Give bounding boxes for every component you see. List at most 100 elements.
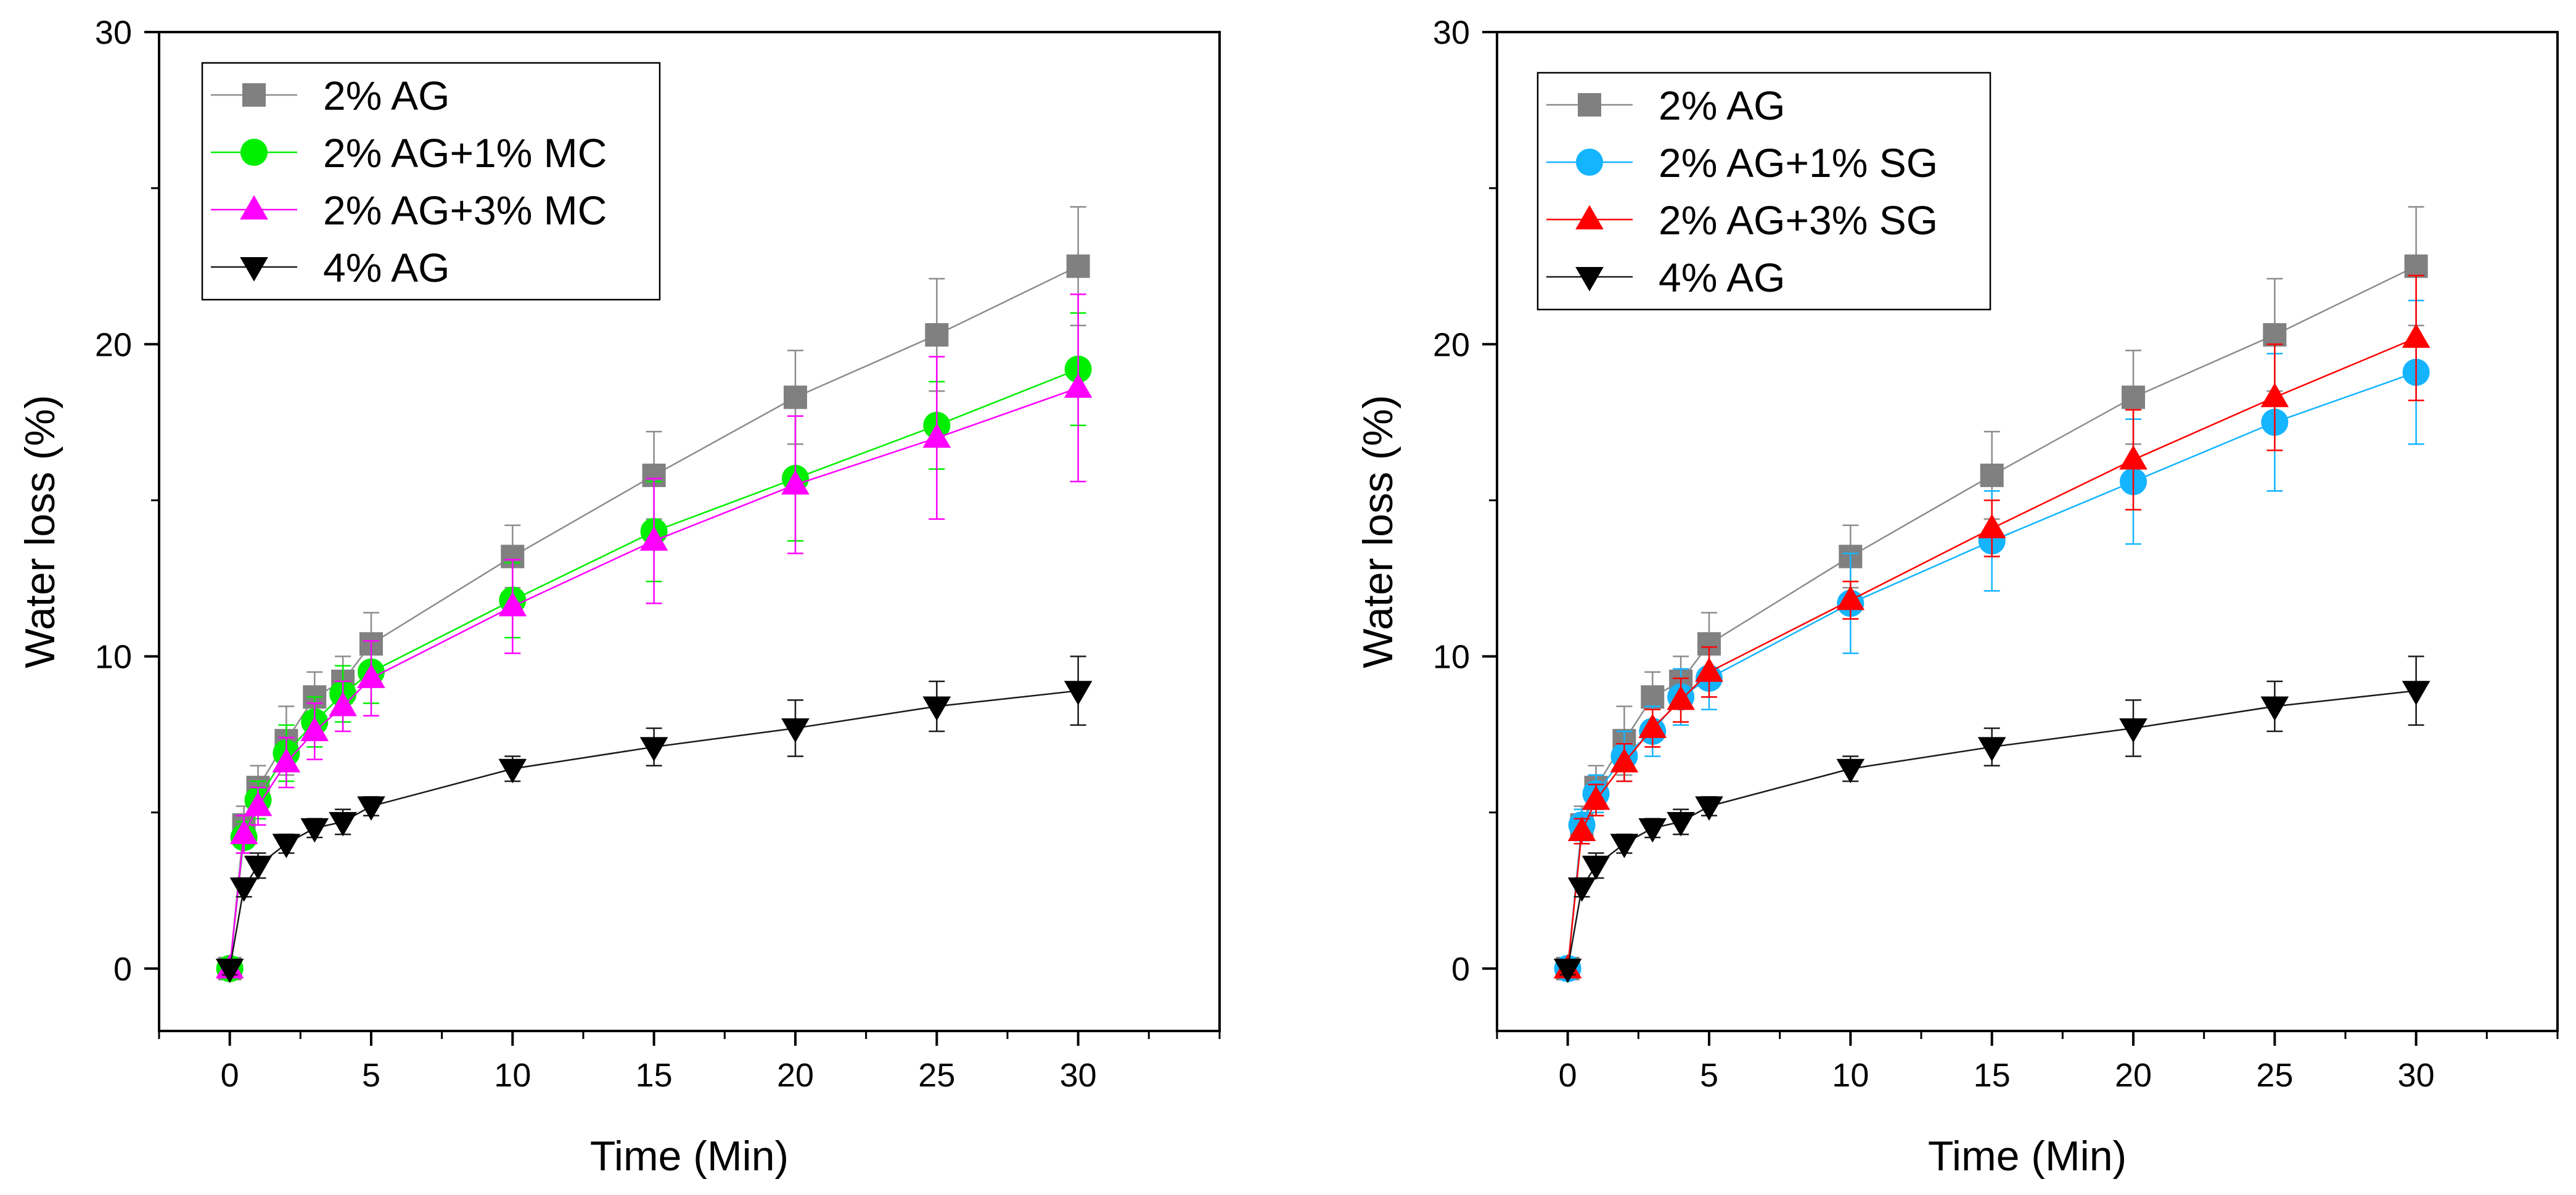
data-point xyxy=(1638,818,1667,843)
x-tick-label: 10 xyxy=(1832,1057,1869,1094)
data-point xyxy=(922,423,951,448)
legend-box xyxy=(201,62,661,301)
data-point xyxy=(1581,785,1610,810)
data-point xyxy=(2263,323,2287,347)
data-point xyxy=(1553,958,1582,984)
data-point xyxy=(1977,737,2006,762)
data-point xyxy=(1066,254,1090,278)
legend-label: 2% AG xyxy=(1659,83,1785,128)
data-point xyxy=(1695,796,1723,821)
x-tick-label: 0 xyxy=(1559,1057,1577,1094)
data-point xyxy=(2260,382,2289,408)
x-tick-label: 0 xyxy=(221,1057,239,1094)
x-tick-label: 15 xyxy=(1974,1057,2011,1094)
x-tick-label: 30 xyxy=(1060,1057,1097,1094)
data-point xyxy=(244,855,273,881)
data-point xyxy=(498,591,527,617)
data-point xyxy=(272,834,301,858)
x-tick-label: 20 xyxy=(2115,1057,2152,1094)
legend-label: 4% AG xyxy=(1659,255,1785,300)
legend-marker xyxy=(1575,205,1604,229)
data-point xyxy=(329,691,357,717)
data-point xyxy=(781,718,810,743)
legend: 2% AG 2% AG+1% MC 2% AG+3% MC 4% AG xyxy=(201,62,661,301)
data-point xyxy=(639,526,668,551)
legend-label: 2% AG+3% SG xyxy=(1659,197,1938,243)
data-point xyxy=(2404,254,2428,278)
x-tick-label: 5 xyxy=(362,1057,380,1094)
data-point xyxy=(498,758,527,784)
legend-label: 4% AG xyxy=(323,245,449,290)
legend-label: 2% AG+1% SG xyxy=(1659,140,1938,186)
data-point xyxy=(922,696,951,721)
legend-marker xyxy=(1575,148,1604,176)
data-point xyxy=(784,385,807,409)
x-tick-label: 15 xyxy=(636,1057,673,1094)
x-tick-label: 30 xyxy=(2398,1057,2435,1094)
data-point xyxy=(1667,811,1695,837)
x-axis-title: Time (Min) xyxy=(590,1133,789,1180)
y-tick-label: 30 xyxy=(95,14,132,51)
y-tick-label: 0 xyxy=(113,951,132,988)
legend-label: 2% AG xyxy=(323,73,449,118)
data-point xyxy=(1977,514,2006,538)
data-point xyxy=(300,717,329,741)
legend-marker xyxy=(240,257,268,282)
legend-marker xyxy=(242,83,266,107)
data-point xyxy=(2402,681,2430,705)
x-tick-label: 20 xyxy=(777,1057,814,1094)
data-point xyxy=(357,663,385,688)
data-point xyxy=(1980,463,2004,487)
data-point xyxy=(639,737,668,762)
data-point xyxy=(1064,681,1093,705)
data-point xyxy=(1567,816,1596,841)
data-point xyxy=(925,323,949,347)
legend-marker xyxy=(240,195,268,220)
data-point xyxy=(1667,685,1695,710)
data-point xyxy=(1610,748,1639,773)
plot-frame xyxy=(1496,31,2559,1032)
data-point xyxy=(229,819,258,845)
x-tick-label: 10 xyxy=(494,1057,531,1094)
chart-panel-2: 0 5 10 15 20 25 30 0 10 20 30 Time (Min) Water loss … xyxy=(1355,14,2559,1180)
y-tick-label: 0 xyxy=(1451,951,1470,988)
series-3 xyxy=(1553,274,2430,979)
data-point xyxy=(1581,855,1610,881)
y-tick-label: 30 xyxy=(1433,14,1470,51)
data-point xyxy=(1695,657,1723,682)
x-tick-label: 25 xyxy=(2256,1057,2293,1094)
legend-marker xyxy=(1575,267,1604,292)
y-axis-title: Water loss (%) xyxy=(17,395,64,668)
data-point xyxy=(781,470,810,495)
data-point xyxy=(229,877,258,902)
data-point xyxy=(2402,323,2430,348)
y-tick-label: 10 xyxy=(1433,639,1470,676)
data-point xyxy=(1641,685,1665,709)
series-4 xyxy=(215,655,1093,984)
data-point xyxy=(1567,877,1596,902)
data-point xyxy=(357,796,385,821)
data-point xyxy=(244,791,273,816)
y-axis-title: Water loss (%) xyxy=(1355,395,1401,668)
x-tick-label: 25 xyxy=(918,1057,955,1094)
data-point xyxy=(2119,445,2147,470)
data-point xyxy=(1836,758,1865,784)
chart-panel-1: 0 5 10 15 20 25 30 0 10 20 30 Time (Min) Water loss … xyxy=(17,14,1221,1180)
legend-label: 2% AG+3% MC xyxy=(323,187,607,233)
data-point xyxy=(1064,373,1093,398)
series-4 xyxy=(1553,655,2430,984)
data-point xyxy=(2260,696,2289,721)
data-point xyxy=(300,818,329,843)
data-point xyxy=(215,958,244,984)
legend-label: 2% AG+1% MC xyxy=(323,130,607,176)
data-point xyxy=(1610,834,1639,858)
data-point xyxy=(1638,713,1667,738)
y-tick-label: 10 xyxy=(95,639,132,676)
legend-box xyxy=(1536,72,1991,311)
y-tick-label: 20 xyxy=(1433,326,1470,363)
legend-marker xyxy=(240,138,268,166)
x-tick-label: 5 xyxy=(1700,1057,1718,1094)
y-tick-label: 20 xyxy=(95,326,132,363)
legend-marker xyxy=(1578,93,1601,117)
